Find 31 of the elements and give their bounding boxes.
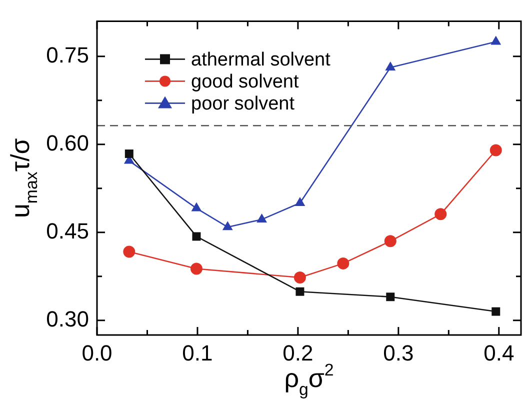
point: [192, 232, 201, 241]
point: [490, 144, 502, 156]
y-tick-label: 0.75: [46, 42, 89, 68]
y-axis-title: umaxτ/σ: [5, 138, 41, 218]
point: [190, 262, 202, 275]
point: [386, 292, 395, 302]
legend-label: athermal solvent: [191, 49, 332, 70]
y-tick-label: 0.30: [46, 306, 89, 332]
point: [123, 246, 136, 258]
x-tick-label: 0.3: [383, 340, 414, 366]
point: [337, 257, 350, 270]
point: [191, 202, 202, 212]
point: [385, 62, 396, 71]
point: [256, 213, 267, 222]
x-tick-label: 0.1: [182, 340, 213, 366]
legend-label: good solvent: [191, 71, 300, 92]
point: [294, 272, 306, 284]
x-tick-label: 0.4: [484, 340, 514, 366]
point: [296, 287, 304, 296]
point: [384, 235, 396, 248]
point: [124, 150, 134, 158]
point: [434, 208, 447, 220]
point: [490, 36, 502, 45]
legend-label: poor solvent: [191, 93, 296, 114]
point: [222, 221, 233, 230]
y-tick-label: 0.45: [46, 218, 89, 244]
y-tick-label: 0.60: [46, 130, 89, 156]
x-tick-label: 0.2: [282, 340, 314, 366]
x-tick-label: 0.0: [82, 340, 112, 366]
point: [294, 197, 306, 206]
point: [492, 307, 500, 316]
